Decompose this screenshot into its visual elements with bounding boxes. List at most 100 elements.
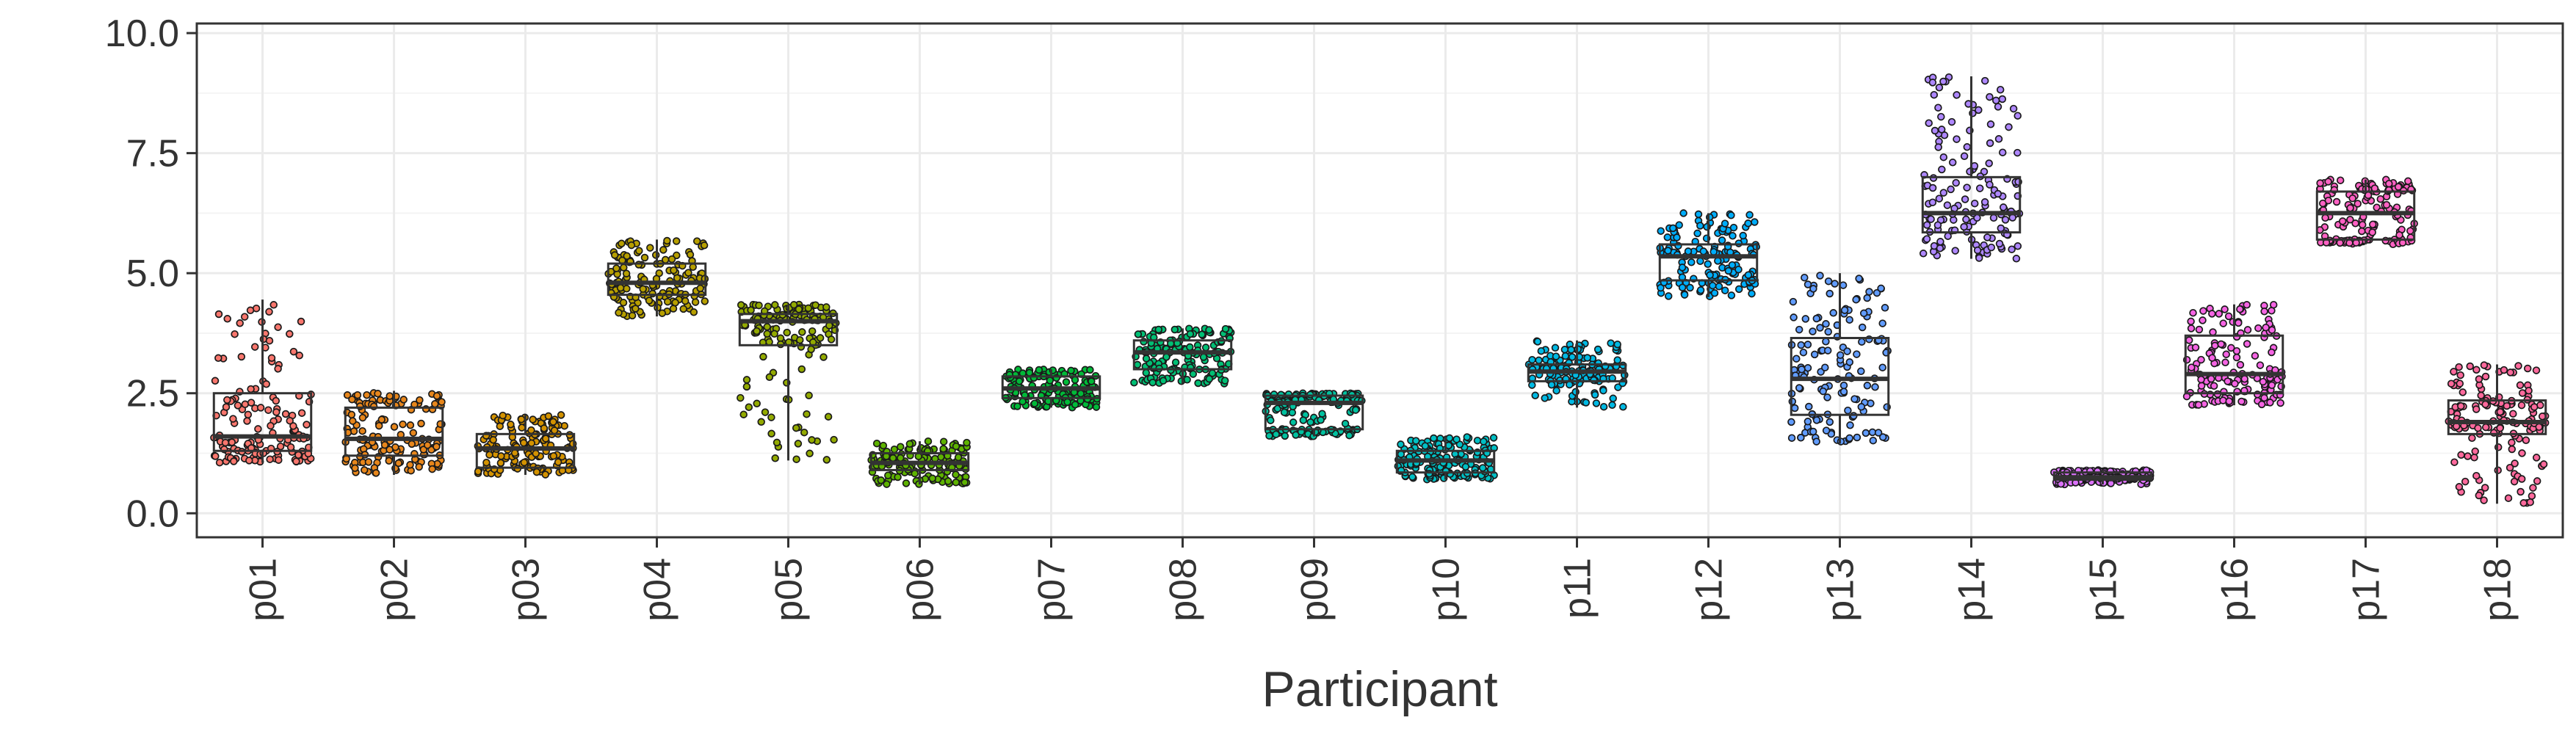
data-point: [1975, 106, 1983, 115]
data-point: [610, 251, 619, 259]
data-point: [1996, 85, 2005, 94]
data-point: [1699, 247, 1708, 255]
data-point: [2008, 245, 2016, 253]
data-point: [890, 445, 899, 454]
data-point: [264, 406, 272, 414]
data-point: [1678, 264, 1687, 272]
data-point: [347, 410, 356, 419]
data-point: [1718, 236, 1726, 244]
data-point: [1809, 427, 1817, 436]
data-point: [2208, 310, 2216, 318]
data-point: [1657, 283, 1665, 292]
data-point: [1351, 406, 1360, 414]
data-point: [877, 476, 886, 484]
data-point: [2211, 341, 2219, 350]
y-tick-label: 5.0: [126, 252, 179, 295]
data-point: [2510, 477, 2519, 486]
data-point: [1980, 76, 1989, 85]
data-point: [2348, 194, 2356, 203]
y-tick-label: 0.0: [126, 493, 179, 535]
data-point: [1430, 434, 1438, 443]
data-point: [771, 454, 779, 462]
x-tick-label-p17: p17: [2345, 558, 2388, 622]
data-point: [619, 299, 628, 307]
data-point: [1289, 418, 1298, 426]
data-point: [1803, 364, 1812, 372]
data-point: [1878, 319, 1886, 327]
data-point: [286, 330, 294, 338]
data-point: [1729, 232, 1737, 240]
data-point: [1829, 309, 1837, 317]
data-point: [510, 448, 519, 457]
data-point: [1809, 327, 1817, 335]
data-point: [1306, 418, 1314, 426]
data-point: [1975, 184, 1984, 192]
data-point: [1189, 370, 1198, 378]
data-point: [2506, 368, 2514, 377]
data-point: [256, 404, 265, 412]
data-point: [1822, 320, 1830, 328]
data-point: [1836, 351, 1845, 360]
x-tick-label-p03: p03: [505, 558, 548, 622]
data-point: [433, 392, 441, 400]
data-point: [2221, 358, 2229, 367]
data-point: [1970, 199, 1979, 208]
x-tick-label-p15: p15: [2083, 558, 2125, 622]
data-point: [2195, 325, 2204, 334]
data-point: [659, 246, 667, 254]
data-point: [1927, 215, 1935, 223]
data-point: [816, 334, 825, 342]
data-point: [2208, 354, 2216, 362]
data-point: [627, 241, 636, 250]
data-point: [1341, 419, 1350, 428]
data-point: [872, 439, 881, 448]
data-point: [380, 440, 389, 449]
data-point: [1461, 462, 1470, 471]
data-point: [894, 473, 902, 482]
data-point: [1724, 266, 1733, 275]
data-point: [2345, 239, 2354, 247]
data-point: [1664, 292, 1673, 300]
y-tick-label: 2.5: [126, 373, 179, 415]
data-point: [1853, 350, 1861, 358]
data-point: [2354, 200, 2362, 208]
x-axis-title: Participant: [1262, 661, 1497, 717]
data-point: [241, 400, 250, 409]
data-point: [2381, 236, 2389, 245]
data-point: [1845, 434, 1853, 443]
data-point: [1593, 345, 1602, 354]
data-point: [2464, 452, 2472, 460]
data-point: [737, 301, 745, 309]
data-point: [1934, 143, 1942, 151]
data-point: [275, 456, 283, 464]
data-point: [1133, 360, 1142, 369]
data-point: [1751, 218, 1759, 226]
data-point: [385, 457, 393, 465]
data-point: [544, 412, 553, 421]
data-point: [416, 396, 424, 404]
data-point: [2014, 112, 2022, 120]
y-tick-label: 10.0: [105, 12, 179, 55]
data-point: [1541, 394, 1549, 402]
data-point: [557, 411, 565, 419]
data-point: [1035, 366, 1043, 374]
data-point: [615, 308, 623, 317]
iqr-box: [1790, 337, 1890, 416]
data-point: [234, 401, 242, 410]
data-point: [1938, 165, 1946, 174]
data-point: [2210, 382, 2218, 390]
x-tick-label-p01: p01: [242, 558, 285, 622]
data-point: [2338, 217, 2347, 225]
data-point: [1928, 198, 1937, 206]
data-point: [670, 266, 678, 275]
data-point: [1134, 330, 1143, 338]
data-point: [1947, 185, 1955, 194]
x-tick-label-p05: p05: [768, 558, 811, 622]
data-point: [689, 263, 697, 272]
panel-border: [195, 22, 2564, 539]
data-point: [1822, 426, 1831, 435]
data-point: [303, 421, 311, 429]
data-point: [2525, 386, 2533, 395]
data-point: [438, 398, 446, 406]
data-point: [482, 458, 491, 467]
